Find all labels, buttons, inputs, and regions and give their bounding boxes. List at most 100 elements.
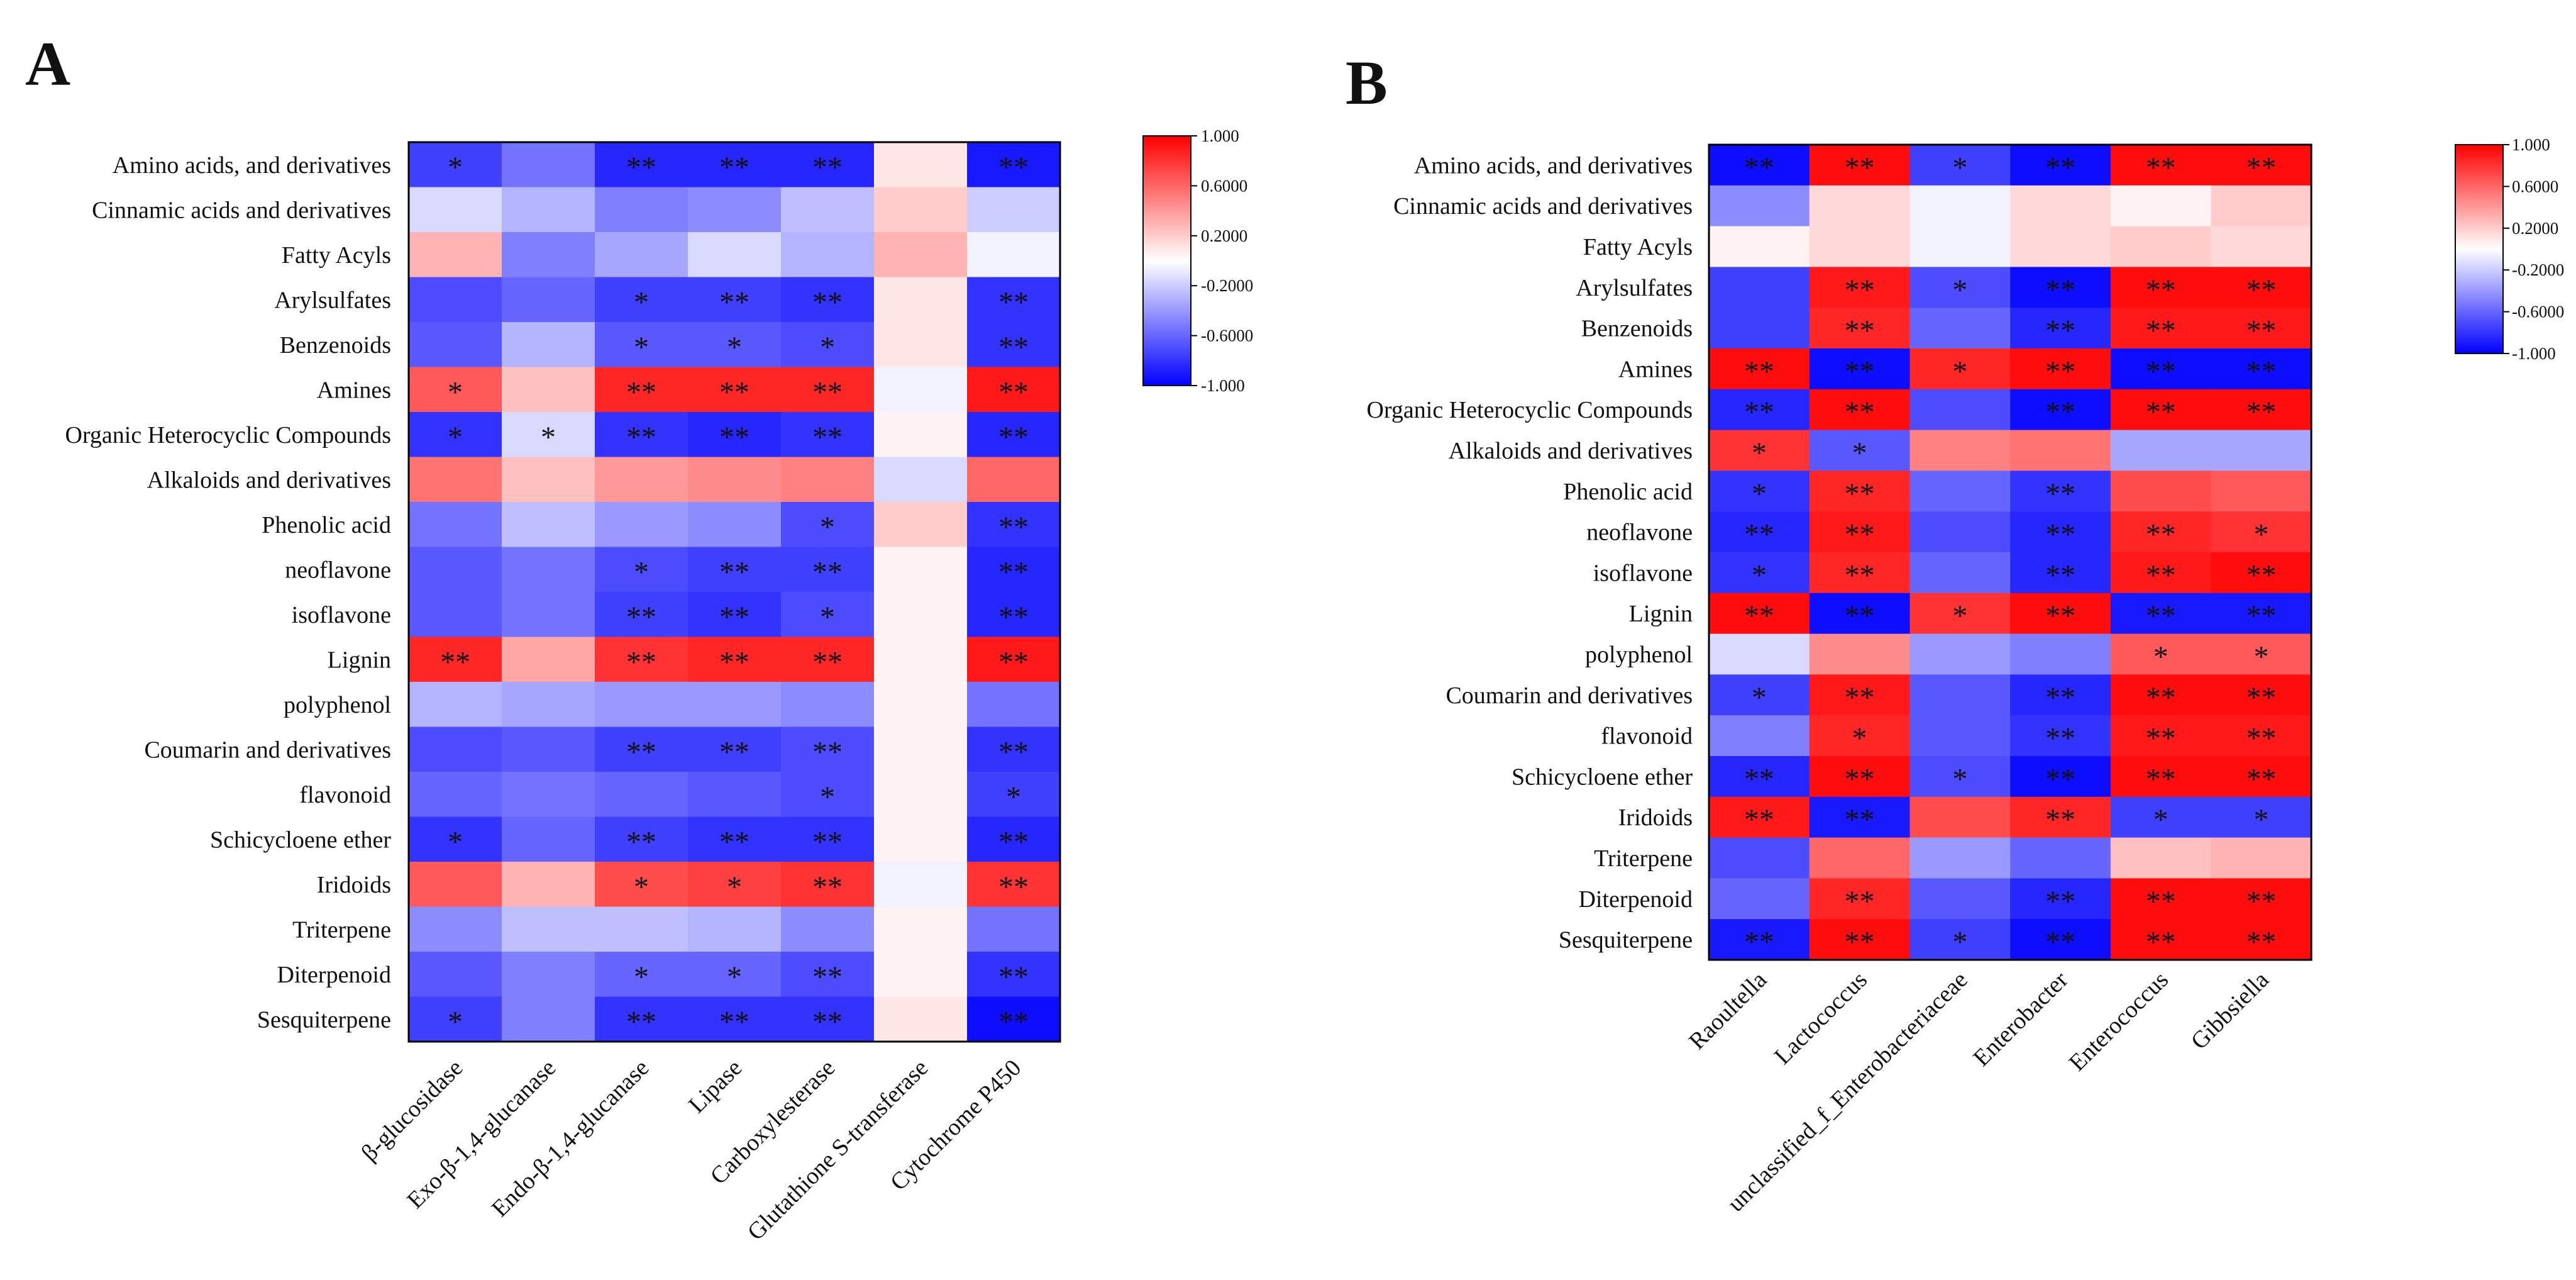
- heatmap-cell: [1709, 308, 1810, 349]
- row-label: Arylsulfates: [274, 287, 391, 313]
- significance-marker: *: [820, 331, 835, 364]
- colorbar-a-ticks: 1.000 0.6000 0.2000 -0.2000 -0.6000 -1.000: [1191, 126, 1253, 395]
- heatmap-cell: [502, 952, 595, 998]
- heatmap-cell: [1910, 430, 2011, 472]
- significance-marker: **: [2146, 355, 2176, 388]
- colorbar-b: 1.000 0.6000 0.2000 -0.2000 -0.6000 -1.000: [2455, 135, 2564, 363]
- heatmap-cell: [874, 862, 968, 908]
- heatmap-cell: [781, 142, 875, 188]
- heatmap-cell: [409, 142, 502, 188]
- row-label: Sesquiterpene: [1559, 927, 1693, 954]
- heatmap-cell: [2211, 226, 2312, 268]
- heatmap-cell: [1709, 389, 1810, 431]
- heatmap-cell: [502, 187, 595, 233]
- heatmap-cell: [595, 906, 688, 952]
- heatmap-cell: [2110, 185, 2212, 227]
- heatmap-cell: [409, 637, 502, 682]
- heatmap-cell: [874, 187, 968, 233]
- significance-marker: **: [812, 421, 843, 454]
- significance-marker: **: [998, 511, 1029, 544]
- heatmap-cell: [2211, 593, 2312, 635]
- heatmap-cell: [502, 682, 595, 728]
- heatmap-cell: [595, 277, 688, 323]
- colorbar-tick-label: -0.6000: [1201, 326, 1253, 345]
- heatmap-cell: [1910, 796, 2011, 838]
- heatmap-cell: [1709, 919, 1810, 960]
- heatmap-cell: [874, 682, 968, 728]
- significance-marker: **: [1744, 518, 1774, 552]
- heatmap-cell: [1910, 593, 2011, 635]
- significance-marker: **: [812, 735, 843, 769]
- significance-marker: **: [2045, 314, 2076, 348]
- significance-marker: **: [1845, 274, 1875, 307]
- significance-marker: *: [820, 511, 835, 544]
- significance-marker: **: [2146, 599, 2176, 633]
- column-label: Gibbsiella: [2186, 967, 2274, 1055]
- heatmap-cell: [2211, 430, 2312, 472]
- significance-marker: **: [2045, 926, 2076, 959]
- heatmap-cell: [874, 142, 968, 188]
- heatmap-cell: [595, 862, 688, 908]
- heatmap-cell: [1809, 145, 1911, 186]
- significance-marker: **: [2045, 274, 2076, 307]
- significance-marker: **: [812, 1005, 843, 1038]
- heatmap-cell: [2211, 185, 2312, 227]
- heatmap-cell: [1709, 633, 1810, 676]
- panel-label-a: A: [25, 29, 70, 99]
- significance-marker: **: [1845, 518, 1875, 552]
- heatmap-cell: [409, 412, 502, 458]
- significance-marker: *: [448, 151, 463, 184]
- heatmap-cell: [2010, 470, 2111, 512]
- heatmap-cell: [781, 816, 875, 862]
- significance-marker: **: [2045, 396, 2076, 429]
- heatmap-cell: [1809, 633, 1911, 676]
- heatmap-cell: [2010, 837, 2111, 879]
- heatmap-cell: [1709, 511, 1810, 553]
- significance-marker: **: [626, 376, 656, 409]
- heatmap-cell: [874, 952, 968, 998]
- significance-marker: **: [2146, 151, 2176, 184]
- heatmap-a-row-labels: Amino acids, and derivatives Cinnamic aci…: [65, 152, 392, 1033]
- heatmap-cell: [502, 457, 595, 503]
- heatmap-cell: [2110, 226, 2212, 268]
- significance-marker: **: [719, 376, 749, 409]
- heatmap-cell: [1809, 470, 1911, 512]
- heatmap-cell: [874, 726, 968, 772]
- heatmap-cell: [781, 682, 875, 728]
- column-label: Glutathione S-transferase: [743, 1055, 934, 1246]
- significance-marker: **: [2146, 274, 2176, 307]
- heatmap-cell: [1709, 552, 1810, 594]
- significance-marker: **: [1744, 396, 1774, 429]
- heatmap-cell: [2211, 837, 2312, 879]
- heatmap-cell: [967, 592, 1061, 638]
- heatmap-cell: [1709, 796, 1810, 838]
- significance-marker: *: [1852, 437, 1867, 470]
- row-label: Phenolic acid: [262, 512, 391, 538]
- heatmap-cell: [781, 906, 875, 952]
- heatmap-cell: [2211, 470, 2312, 512]
- column-label: Enterobacter: [1968, 966, 2073, 1071]
- heatmap-cell: [2110, 878, 2212, 920]
- heatmap-cell: [595, 412, 688, 458]
- heatmap-cell: [1910, 470, 2011, 512]
- significance-marker: *: [634, 286, 649, 319]
- heatmap-cell: [2211, 145, 2312, 186]
- heatmap-cell: [688, 906, 782, 952]
- heatmap-cell: [502, 232, 595, 278]
- colorbar-tick-label: 0.2000: [2512, 219, 2558, 238]
- row-label: Schicycloene ether: [1512, 764, 1693, 790]
- significance-marker: **: [719, 421, 749, 454]
- heatmap-cell: [874, 322, 968, 368]
- heatmap-cell: [781, 457, 875, 503]
- heatmap-cell: [1910, 674, 2011, 716]
- significance-marker: **: [440, 645, 470, 679]
- heatmap-cell: [2110, 796, 2212, 838]
- significance-marker: **: [1845, 314, 1875, 348]
- significance-marker: **: [2045, 477, 2076, 511]
- heatmap-cell: [502, 592, 595, 638]
- heatmap-cell: [409, 322, 502, 368]
- significance-marker: **: [2045, 722, 2076, 755]
- significance-marker: *: [1952, 355, 1967, 388]
- row-label: Phenolic acid: [1563, 479, 1693, 505]
- heatmap-cell: [595, 816, 688, 862]
